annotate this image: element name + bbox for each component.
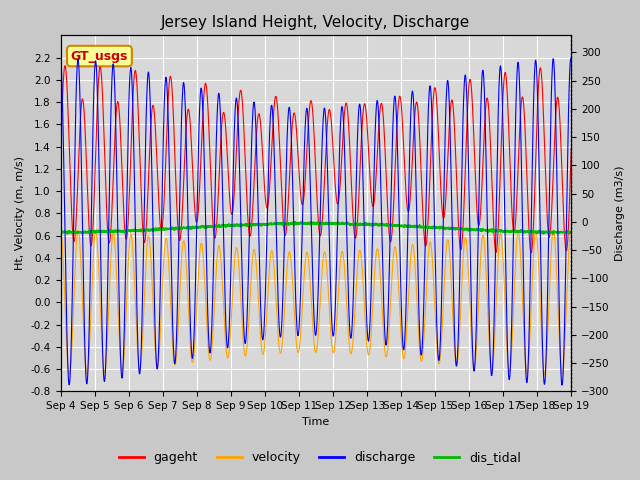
velocity [117,365,125,371]
Text: GT_usgs: GT_usgs [71,49,128,62]
Line: dis_tidal: dis_tidal [61,222,572,234]
dis_tidal [57,228,65,234]
dis_tidal [96,228,104,234]
discharge [293,325,301,331]
discharge [567,56,575,61]
velocity [65,372,73,377]
gageht [348,183,355,189]
gageht [117,147,125,153]
Title: Jersey Island Height, Velocity, Discharge: Jersey Island Height, Velocity, Discharg… [161,15,470,30]
dis_tidal [284,220,292,226]
discharge [273,267,281,273]
dis_tidal [348,222,355,228]
Y-axis label: Discharge (m3/s): Discharge (m3/s) [615,166,625,261]
dis_tidal [307,219,314,225]
Line: discharge: discharge [61,59,572,385]
velocity [568,228,575,233]
gageht [61,63,68,69]
velocity [57,227,65,233]
discharge [284,119,292,125]
velocity [97,306,104,312]
discharge [117,362,125,368]
gageht [97,64,104,70]
discharge [558,382,566,388]
velocity [348,350,355,356]
dis_tidal [273,221,281,227]
gageht [274,105,282,111]
gageht [284,202,292,207]
dis_tidal [117,228,125,234]
Line: gageht: gageht [61,66,572,253]
dis_tidal [549,231,557,237]
discharge [348,335,355,340]
dis_tidal [568,229,575,235]
gageht [527,250,535,256]
velocity [294,348,301,353]
X-axis label: Time: Time [302,417,330,427]
gageht [568,145,575,151]
Legend: gageht, velocity, discharge, dis_tidal: gageht, velocity, discharge, dis_tidal [114,446,526,469]
discharge [96,222,104,228]
gageht [294,140,301,146]
velocity [274,324,282,330]
Line: velocity: velocity [61,230,572,374]
discharge [568,57,575,63]
discharge [57,56,65,61]
velocity [284,254,292,260]
gageht [57,152,65,158]
dis_tidal [293,221,301,227]
Y-axis label: Ht, Velocity (m, m/s): Ht, Velocity (m, m/s) [15,156,25,270]
